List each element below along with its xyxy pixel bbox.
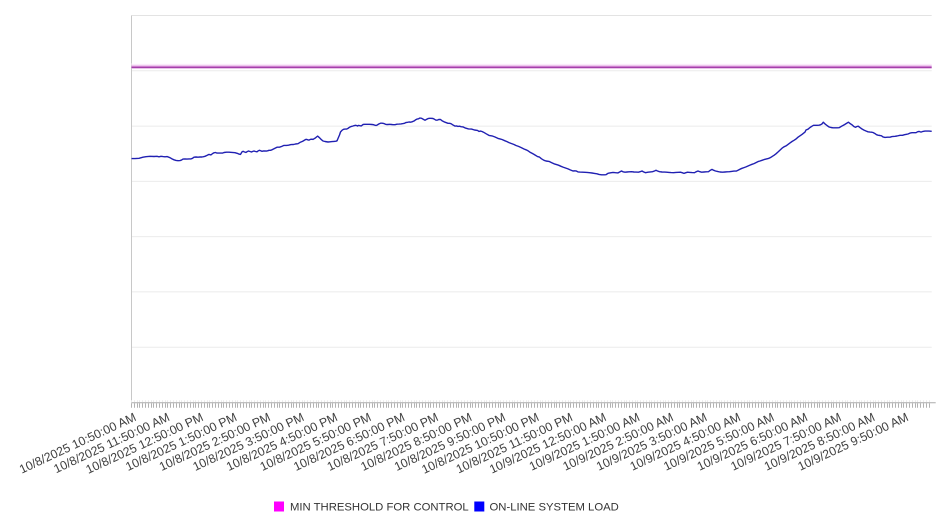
svg-text:ON-LINE SYSTEM LOAD: ON-LINE SYSTEM LOAD bbox=[490, 502, 619, 514]
svg-text:MIN THRESHOLD FOR CONTROL: MIN THRESHOLD FOR CONTROL bbox=[290, 502, 469, 514]
